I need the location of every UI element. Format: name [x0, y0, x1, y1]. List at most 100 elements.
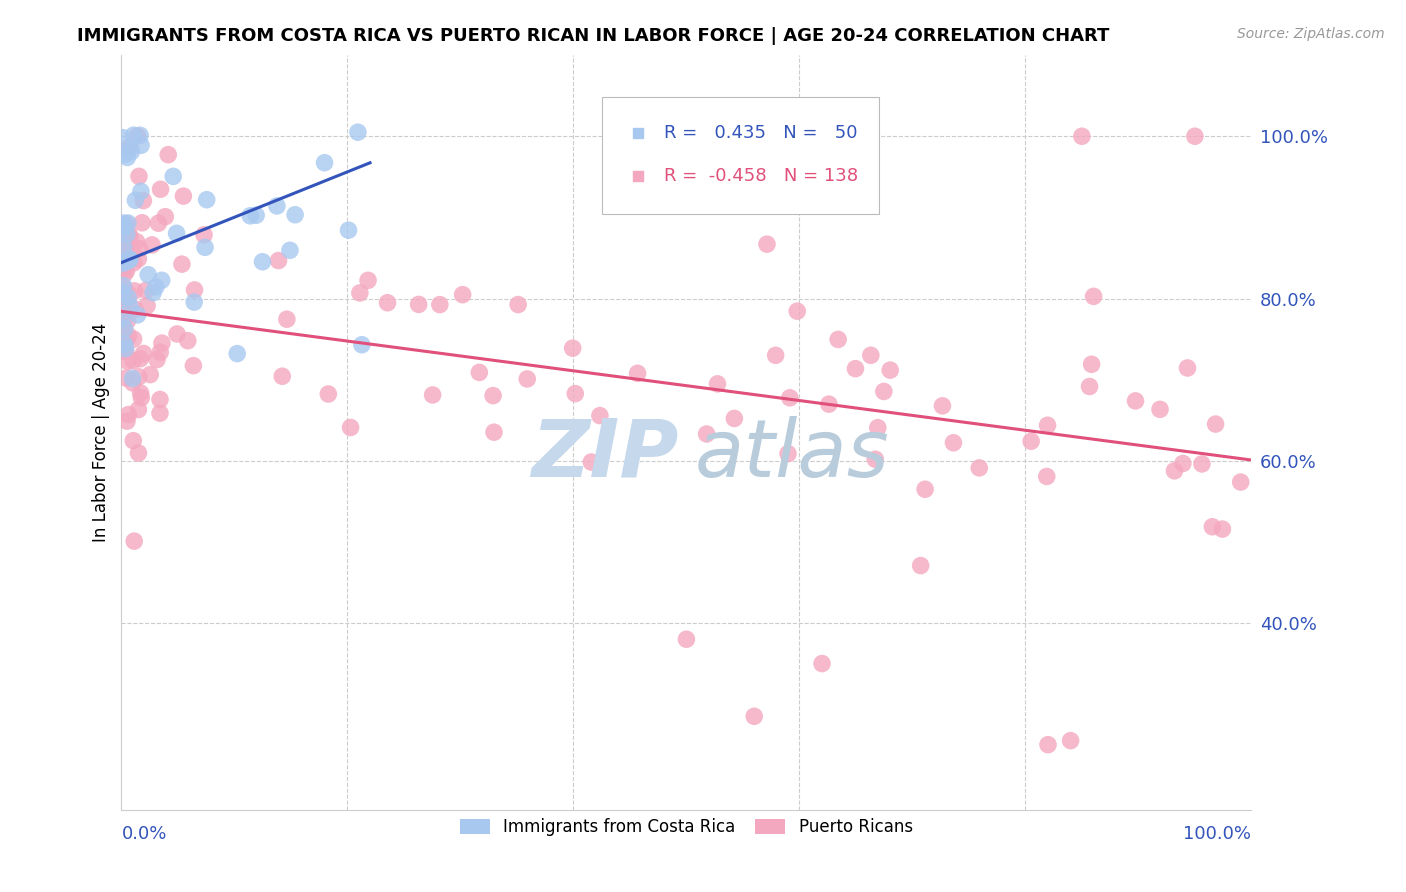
Point	[723, 411, 745, 425]
Point	[482, 389, 505, 403]
Point	[193, 227, 215, 242]
Point	[118, 140, 141, 154]
Point	[314, 155, 336, 169]
Point	[756, 237, 779, 252]
Point	[117, 328, 139, 343]
Point	[859, 348, 882, 362]
Point	[149, 392, 172, 407]
Point	[112, 331, 135, 345]
Point	[170, 257, 193, 271]
Y-axis label: In Labor Force | Age 20-24: In Labor Force | Age 20-24	[93, 323, 110, 542]
Point	[195, 193, 218, 207]
Point	[422, 388, 444, 402]
Point	[122, 534, 145, 549]
Point	[150, 336, 173, 351]
Point	[1211, 522, 1233, 536]
Point	[1163, 464, 1185, 478]
Point	[112, 291, 135, 305]
Point	[627, 259, 650, 273]
Point	[114, 147, 136, 161]
Point	[118, 287, 141, 301]
Point	[1205, 417, 1227, 431]
Point	[157, 147, 180, 161]
Point	[122, 128, 145, 143]
Point	[149, 406, 172, 420]
Point	[131, 391, 153, 405]
Point	[117, 151, 139, 165]
Point	[117, 216, 139, 230]
Point	[122, 256, 145, 270]
Point	[127, 128, 149, 143]
Point	[1149, 402, 1171, 417]
Point	[127, 252, 149, 266]
Point	[115, 217, 138, 231]
Point	[337, 223, 360, 237]
Point	[865, 452, 887, 467]
Point	[1184, 129, 1206, 144]
Point	[765, 348, 787, 362]
Point	[589, 409, 612, 423]
Point	[127, 402, 149, 417]
Point	[111, 290, 134, 304]
Point	[142, 285, 165, 300]
Point	[172, 189, 194, 203]
Point	[129, 386, 152, 401]
Point	[111, 320, 134, 334]
Point	[844, 361, 866, 376]
Point	[267, 253, 290, 268]
Text: ZIP: ZIP	[531, 416, 679, 494]
Point	[129, 185, 152, 199]
Text: atlas: atlas	[695, 416, 889, 494]
Point	[114, 219, 136, 233]
Point	[122, 332, 145, 346]
Point	[145, 280, 167, 294]
Point	[112, 278, 135, 293]
Point	[451, 287, 474, 301]
Point	[118, 229, 141, 244]
Point	[1036, 738, 1059, 752]
Point	[111, 130, 134, 145]
Point	[266, 199, 288, 213]
Point	[239, 209, 262, 223]
Point	[146, 352, 169, 367]
Point	[128, 369, 150, 384]
Point	[111, 259, 134, 273]
Point	[132, 346, 155, 360]
Point	[482, 425, 505, 440]
Point	[111, 311, 134, 326]
Point	[131, 216, 153, 230]
Point	[866, 420, 889, 434]
Legend: Immigrants from Costa Rica, Puerto Ricans: Immigrants from Costa Rica, Puerto Rican…	[453, 812, 920, 843]
Point	[1059, 733, 1081, 747]
Text: IMMIGRANTS FROM COSTA RICA VS PUERTO RICAN IN LABOR FORCE | AGE 20-24 CORRELATIO: IMMIGRANTS FROM COSTA RICA VS PUERTO RIC…	[77, 27, 1109, 45]
Point	[811, 657, 834, 671]
Point	[117, 408, 139, 422]
Point	[1177, 361, 1199, 376]
Point	[350, 337, 373, 351]
Point	[1171, 457, 1194, 471]
Point	[377, 295, 399, 310]
Point	[742, 709, 765, 723]
Point	[675, 632, 697, 647]
Point	[349, 285, 371, 300]
Point	[357, 273, 380, 287]
Point	[1229, 475, 1251, 489]
Point	[276, 312, 298, 326]
Point	[271, 369, 294, 384]
Point	[1019, 434, 1042, 449]
Point	[162, 169, 184, 184]
Point	[115, 332, 138, 346]
Point	[114, 343, 136, 358]
Point	[1078, 379, 1101, 393]
Point	[278, 244, 301, 258]
Point	[141, 238, 163, 252]
Point	[626, 366, 648, 380]
Point	[112, 314, 135, 328]
Point	[148, 216, 170, 230]
Point	[115, 254, 138, 268]
Point	[117, 314, 139, 328]
Point	[931, 399, 953, 413]
Point	[129, 138, 152, 153]
Point	[166, 227, 188, 241]
Point	[118, 252, 141, 267]
